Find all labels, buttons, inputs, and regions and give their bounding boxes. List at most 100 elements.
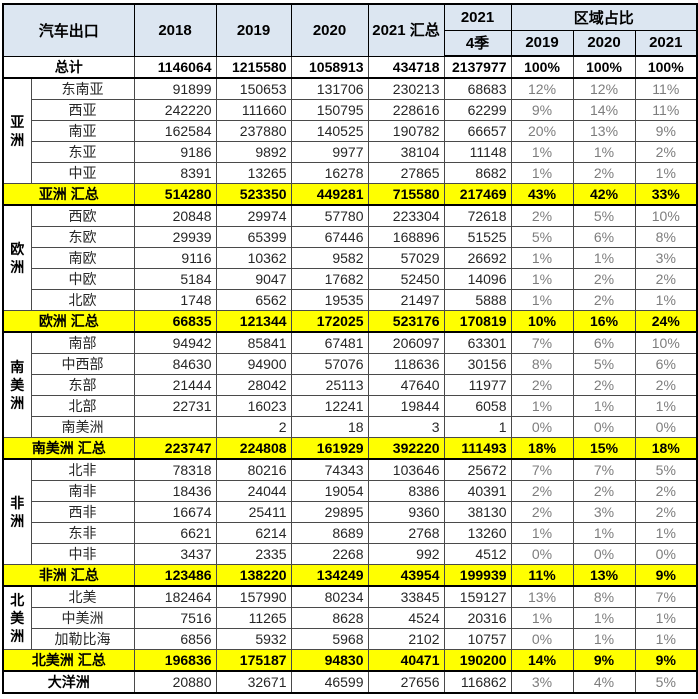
share-value-cell: 1%: [510, 394, 574, 417]
year-value-cell: 523176: [367, 309, 445, 333]
year-value-cell: 223304: [367, 204, 445, 227]
header-row-2: 4季 2019 2020 2021: [3, 29, 698, 57]
year-value-cell: 91899: [133, 77, 217, 100]
year-value-cell: 9047: [215, 267, 292, 290]
share-value-cell: 2%: [634, 500, 698, 523]
region-row: 北部 22731 16023 12241 19844 6058 1% 1% 1%: [3, 394, 698, 417]
region-cell: 西欧: [30, 204, 135, 227]
header-2021-total: 2021 汇总: [367, 3, 445, 57]
year-value-cell: 182464: [133, 585, 217, 608]
table-header: 汽车出口 2018 2019 2020 2021 汇总 2021 区域占比 4季…: [2, 3, 698, 57]
share-value-cell: 2%: [634, 267, 698, 290]
share-value-cell: 14%: [510, 648, 574, 672]
region-row: 亚洲 东南亚 91899 150653 131706 230213 68683 12% 12% 1…: [2, 77, 698, 184]
summary-label: 北美洲 汇总: [2, 648, 135, 672]
share-value-cell: 6%: [572, 331, 636, 354]
year-value-cell: 6058: [443, 394, 512, 417]
year-value-cell: 11148: [443, 140, 512, 163]
year-value-cell: 11265: [215, 606, 292, 629]
year-value-cell: 224808: [215, 436, 292, 460]
header-corner: 汽车出口: [2, 3, 135, 57]
header-region-share: 区域占比: [510, 3, 698, 31]
year-value-cell: 7516: [133, 606, 217, 629]
year-value-cell: 1: [443, 415, 512, 438]
year-value-cell: 24044: [215, 479, 292, 502]
year-value-cell: 94942: [133, 331, 217, 354]
year-value-cell: 63301: [443, 331, 512, 354]
share-value-cell: 20%: [510, 119, 574, 142]
year-value-cell: 230213: [367, 77, 445, 100]
year-value-cell: 21497: [367, 288, 445, 311]
share-value-cell: 1%: [510, 521, 574, 544]
year-value-cell: 170819: [443, 309, 512, 333]
year-value-cell: 150795: [290, 98, 369, 121]
year-value-cell: 2137977: [443, 55, 512, 79]
region-cell: 中美洲: [30, 606, 135, 629]
share-value-cell: 13%: [572, 563, 636, 587]
share-value-cell: 1%: [634, 394, 698, 417]
year-value-cell: 168896: [367, 225, 445, 248]
share-value-cell: 1%: [634, 606, 698, 629]
share-value-cell: 9%: [510, 98, 574, 121]
share-value-cell: 7%: [634, 585, 698, 608]
share-value-cell: 0%: [510, 415, 574, 438]
share-value-cell: 1%: [634, 161, 698, 184]
year-value-cell: 161929: [290, 436, 369, 460]
share-value-cell: 3%: [510, 670, 574, 693]
year-value-cell: 20880: [133, 670, 217, 693]
year-value-cell: 80234: [290, 585, 369, 608]
year-value-cell: 2268: [290, 542, 369, 565]
share-value-cell: 1%: [572, 606, 636, 629]
summary-row: 非洲 汇总 123486 138220 134249 43954 199939 11% 13%…: [2, 563, 698, 587]
total-row: 总计 1146064 1215580 1058913 434718 2137977 100%…: [2, 55, 698, 79]
year-value-cell: 2768: [367, 521, 445, 544]
share-value-cell: 0%: [572, 542, 636, 565]
year-value-cell: 33845: [367, 585, 445, 608]
region-cell: 中西部: [30, 352, 135, 375]
share-value-cell: 0%: [634, 542, 698, 565]
year-value-cell: 190782: [367, 119, 445, 142]
year-value-cell: 27865: [367, 161, 445, 184]
year-value-cell: 242220: [133, 98, 217, 121]
total-label: 总计: [2, 55, 135, 79]
year-value-cell: 57076: [290, 352, 369, 375]
share-value-cell: 42%: [572, 182, 636, 206]
share-value-cell: 9%: [634, 563, 698, 587]
year-value-cell: 1058913: [290, 55, 369, 79]
year-value-cell: 134249: [290, 563, 369, 587]
year-value-cell: 52450: [367, 267, 445, 290]
region-cell: 南美洲: [30, 415, 135, 438]
region-row: 东亚 9186 9892 9977 38104 11148 1% 1% 2%: [3, 140, 698, 163]
summary-label: 欧洲 汇总: [2, 309, 135, 333]
region-row: 北美洲 北美 182464 157990 80234 33845 159127 13% 8% 7%: [2, 585, 698, 650]
header-share-2019: 2019: [510, 29, 574, 57]
region-cell: 东欧: [30, 225, 135, 248]
year-value-cell: 29974: [215, 204, 292, 227]
year-value-cell: 392220: [367, 436, 445, 460]
share-value-cell: 43%: [510, 182, 574, 206]
year-value-cell: 715580: [367, 182, 445, 206]
share-value-cell: 2%: [572, 161, 636, 184]
year-value-cell: 26692: [443, 246, 512, 269]
year-value-cell: 10362: [215, 246, 292, 269]
year-value-cell: 223747: [133, 436, 217, 460]
year-value-cell: 65399: [215, 225, 292, 248]
year-value-cell: 206097: [367, 331, 445, 354]
year-value-cell: 6562: [215, 288, 292, 311]
year-value-cell: 25672: [443, 458, 512, 481]
year-value-cell: 74343: [290, 458, 369, 481]
share-value-cell: 2%: [510, 500, 574, 523]
region-cell: 北美: [30, 585, 135, 608]
year-value-cell: 1748: [133, 288, 217, 311]
share-value-cell: 5%: [572, 352, 636, 375]
share-value-cell: 10%: [510, 309, 574, 333]
header-2021-q4-year: 2021: [443, 3, 512, 31]
region-row: 东欧 29939 65399 67446 168896 51525 5% 6% 8%: [3, 225, 698, 248]
year-value-cell: 94900: [215, 352, 292, 375]
year-value-cell: 111660: [215, 98, 292, 121]
share-value-cell: 1%: [572, 627, 636, 650]
year-value-cell: 62299: [443, 98, 512, 121]
region-cell: 南部: [30, 331, 135, 354]
share-value-cell: 12%: [510, 77, 574, 100]
